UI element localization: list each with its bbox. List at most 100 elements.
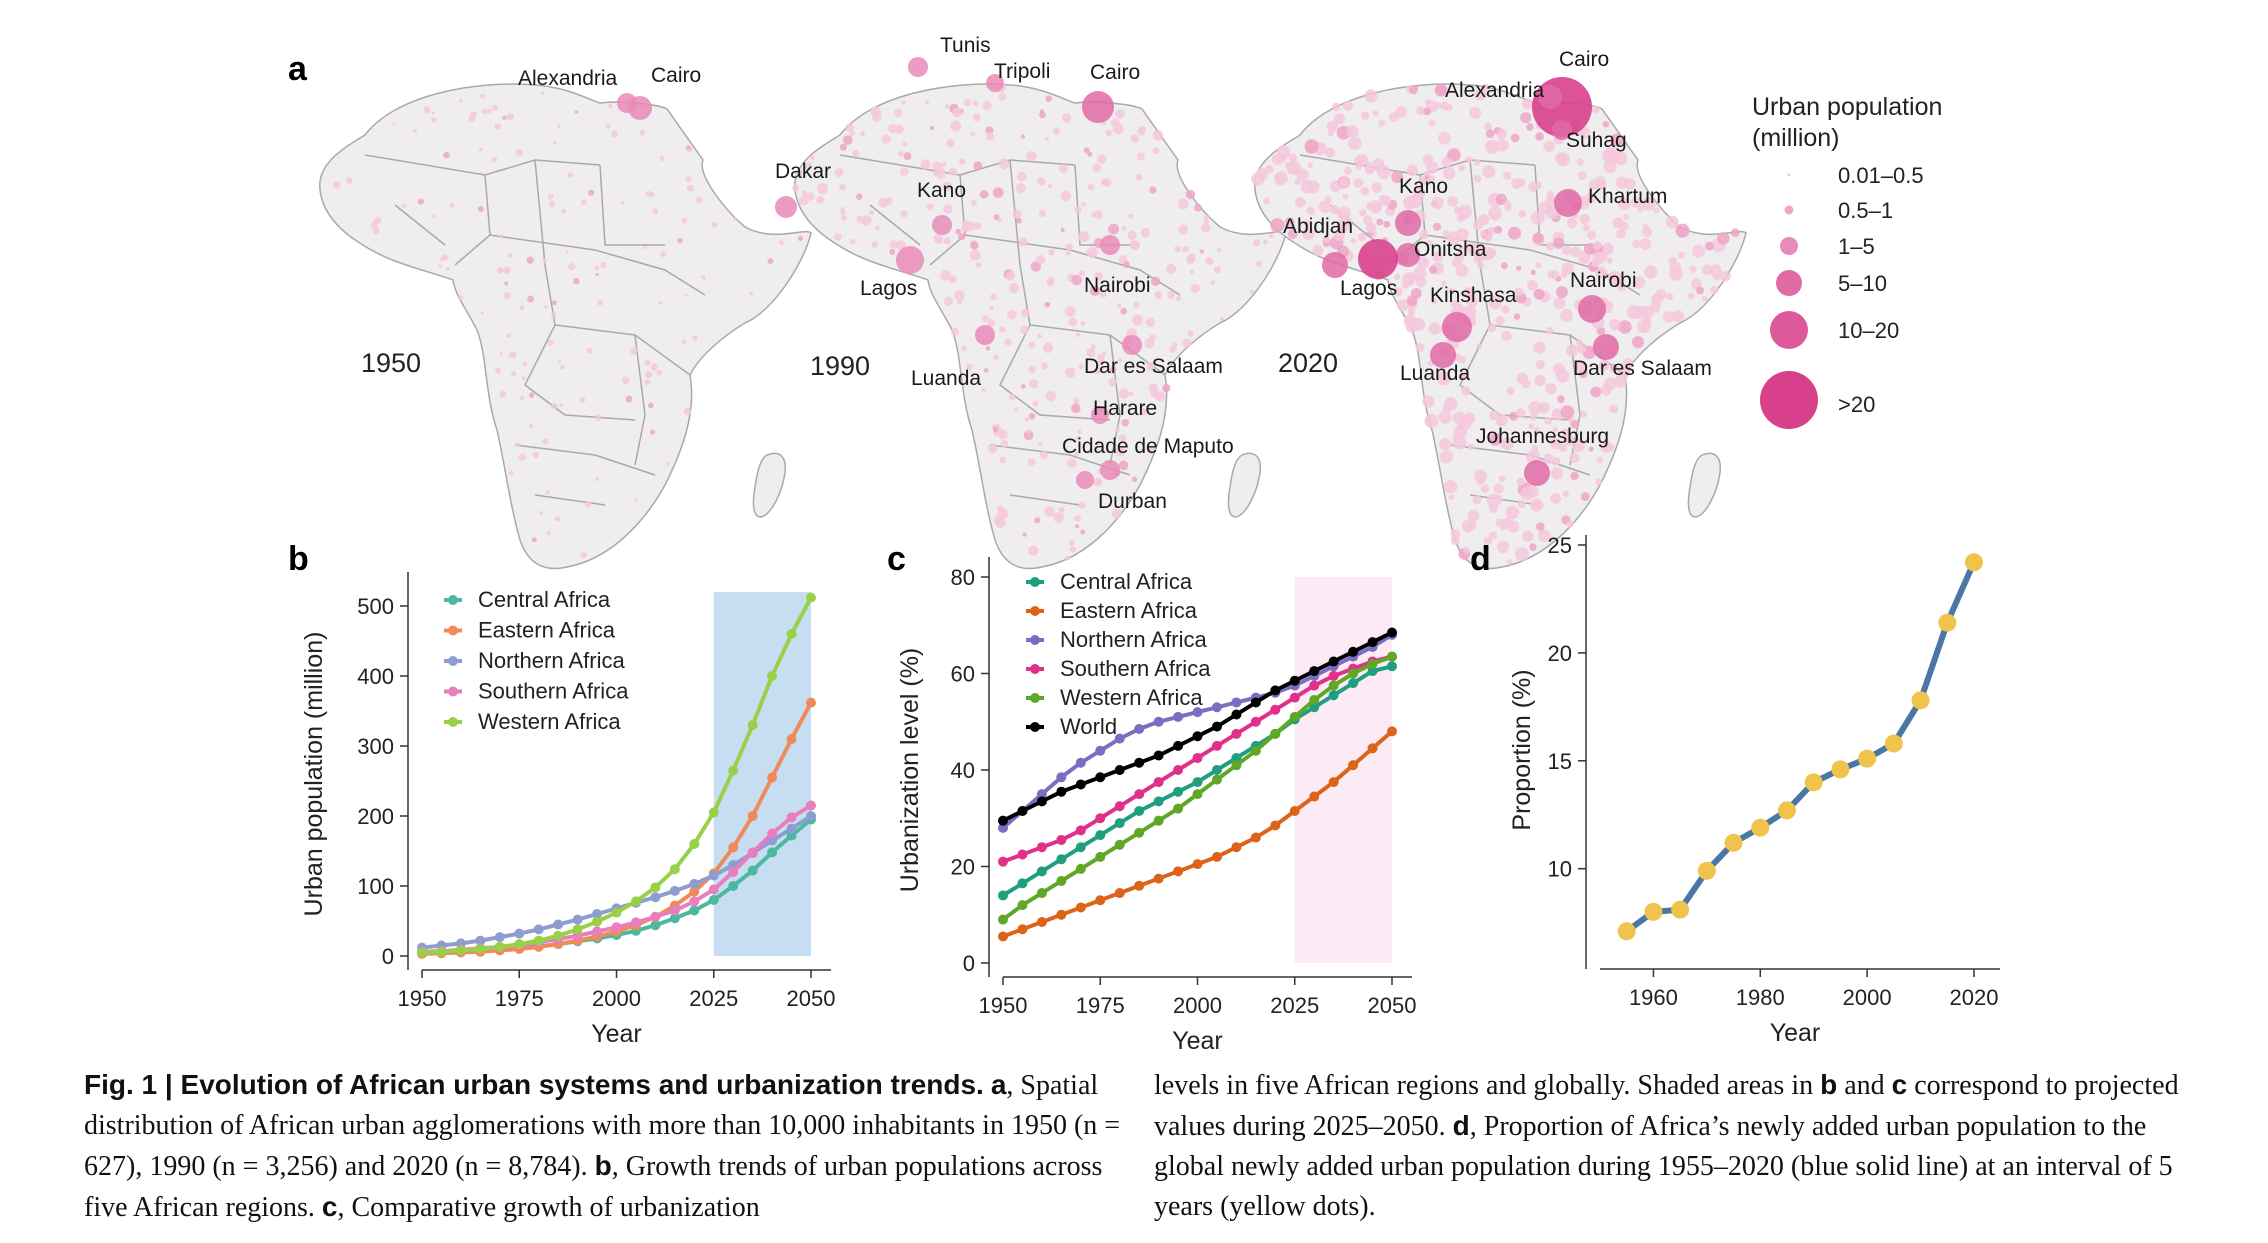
urban-dot (1592, 251, 1606, 265)
urban-dot (1675, 223, 1690, 238)
data-point-northern-africa (669, 885, 680, 896)
data-point-world (1328, 656, 1339, 667)
data-point-series (1697, 861, 1716, 880)
y-tick-label: 20 (951, 855, 975, 880)
urban-dot (1422, 154, 1434, 166)
map-year-2020: 2020 (1278, 348, 1338, 378)
urban-dot (1536, 404, 1544, 412)
data-point-western-africa (1231, 760, 1242, 771)
urban-dot (711, 221, 718, 228)
chart-c-urbanization-level: 1950 1975 2000 2025 2050 0 20 40 60 80 Year Urbaniz… (896, 557, 1416, 1055)
data-point-western-africa (767, 671, 778, 681)
urban-dot (1516, 178, 1526, 188)
urban-dot (1359, 209, 1367, 217)
urban-dot (1067, 458, 1077, 469)
data-point-northern-africa (1075, 757, 1086, 768)
urban-dot (962, 219, 970, 228)
y-axis-title: Proportion (%) (1508, 669, 1536, 830)
urban-dot (1262, 197, 1270, 205)
map-1950: Alexandria Cairo 1950 (318, 64, 812, 570)
legend-label-2: 0.5–1 (1838, 198, 1893, 223)
urban-dot (1447, 195, 1459, 207)
data-point-eastern-africa (1387, 726, 1397, 737)
data-point-series (1617, 922, 1636, 941)
legend-bubble-4 (1776, 270, 1802, 296)
urban-dot (1065, 250, 1071, 256)
urban-dot (966, 363, 973, 371)
data-point-southern-africa (998, 856, 1008, 867)
urban-dot (1000, 439, 1009, 448)
caption-text-projected: correspond to projected values during 20… (1154, 1070, 2179, 1142)
urban-dot (1074, 451, 1079, 457)
urban-dot (1668, 256, 1677, 265)
data-point-western-africa (553, 930, 564, 941)
map-size-legend: Urban population (million) 0.01–0.5 0.5–… (1752, 93, 1942, 429)
urban-dot (1496, 128, 1508, 140)
urban-dot (1095, 440, 1101, 446)
urban-dot (521, 376, 526, 381)
data-point-western-africa (417, 947, 427, 958)
legend-title-line2: (million) (1752, 124, 1840, 152)
urban-dot (1350, 238, 1357, 244)
urban-dot (1607, 271, 1622, 285)
urban-dot (1045, 95, 1052, 103)
urban-dot (894, 108, 903, 118)
figure-caption: Fig. 1 | Evolution of African urban syst… (84, 1065, 2194, 1228)
urban-dot (649, 429, 656, 435)
urban-dot (1436, 371, 1451, 386)
data-point-northern-africa (553, 919, 564, 930)
city-label-dar-es-salaam: Dar es Salaam (1084, 355, 1223, 378)
city-dot-alexandria (1538, 85, 1562, 109)
urban-dot (1507, 520, 1520, 533)
urban-dot (1127, 230, 1137, 240)
urban-dot (441, 254, 449, 261)
urban-dot (644, 359, 651, 366)
data-point-western-africa (1328, 680, 1339, 691)
urban-dot (937, 238, 944, 244)
caption-right-column: levels in five African regions and globa… (1154, 1065, 2194, 1228)
data-point-world (1017, 806, 1028, 817)
urban-dot (1118, 358, 1123, 363)
urban-dot (998, 93, 1007, 101)
urban-dot (874, 225, 880, 231)
data-point-western-africa (669, 864, 680, 875)
urban-dot (621, 376, 630, 385)
city-label-dar-es-salaam: Dar es Salaam (1573, 357, 1712, 380)
data-point-world (1211, 721, 1222, 732)
urban-dot (1631, 336, 1645, 349)
urban-dot (1312, 245, 1324, 256)
city-label-cairo: Cairo (1559, 48, 1609, 71)
urban-dot (532, 451, 540, 459)
urban-dot (834, 167, 844, 178)
urban-dot (1709, 264, 1722, 278)
urban-dot (1128, 213, 1134, 219)
data-point-southern-africa (1270, 704, 1281, 715)
urban-dot (1416, 256, 1430, 270)
urban-dot (1094, 271, 1104, 281)
urban-dot (1428, 265, 1438, 274)
urban-dot (1602, 121, 1610, 128)
urban-dot (1575, 360, 1587, 373)
urban-dot (1073, 397, 1080, 404)
urban-dot (940, 269, 952, 281)
data-point-central-africa (786, 830, 797, 841)
urban-dot (1604, 442, 1615, 453)
data-point-western-africa (475, 944, 486, 954)
urban-dot (1360, 186, 1370, 196)
urban-dot (1536, 522, 1545, 531)
urban-dot (1465, 156, 1473, 164)
urban-dot (1060, 227, 1065, 232)
urban-dot (998, 158, 1010, 170)
urban-dot (1526, 123, 1534, 131)
data-point-central-africa (1153, 796, 1164, 807)
urban-dot (431, 111, 435, 115)
caption-label-d: d (1452, 1110, 1470, 1141)
urban-dot (894, 124, 904, 134)
urban-dot (600, 261, 607, 269)
urban-dot (1610, 133, 1624, 147)
urban-dot (1527, 279, 1538, 291)
urban-dot (346, 177, 353, 184)
urban-dot (1530, 211, 1545, 226)
urban-dot (1005, 271, 1016, 281)
urban-dot (1458, 164, 1465, 172)
